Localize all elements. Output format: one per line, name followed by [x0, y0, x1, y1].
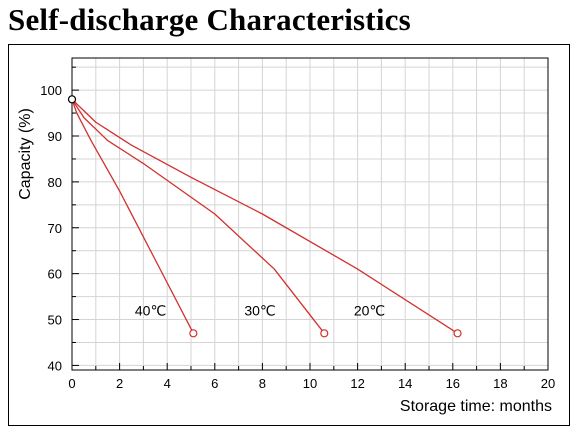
x-tick-label: 20: [541, 376, 555, 391]
series-line: [71, 99, 194, 334]
y-tick-label: 90: [48, 129, 62, 144]
x-tick-label: 14: [398, 376, 412, 391]
series-line: [71, 98, 458, 334]
x-tick-label: 10: [303, 376, 317, 391]
y-tick-label: 60: [48, 267, 62, 282]
x-axis-label: Storage time: months: [400, 398, 552, 415]
series-label: 40℃: [135, 302, 166, 318]
x-tick-label: 18: [493, 376, 507, 391]
series-lines: 40℃ 30℃ 20℃: [67, 95, 462, 338]
grid: [72, 58, 548, 370]
y-tick-label: 40: [48, 358, 62, 373]
series-label: 20℃: [354, 302, 385, 318]
series-start-marker: [67, 95, 77, 104]
x-tick-label: 6: [211, 376, 218, 391]
series-line: [71, 98, 325, 334]
x-tick-label: 16: [446, 376, 460, 391]
y-tick-label: 100: [40, 83, 62, 98]
series-end-marker: [189, 329, 198, 338]
series-end-marker: [320, 329, 329, 338]
series-end-marker: [453, 329, 462, 338]
series-label: 30℃: [244, 302, 275, 318]
y-tick-label: 70: [48, 221, 62, 236]
x-tick-label: 12: [350, 376, 364, 391]
x-tick-label: 4: [164, 376, 171, 391]
y-tick-label: 50: [48, 313, 62, 328]
x-tick-label: 8: [259, 376, 266, 391]
x-tick-label: 0: [68, 376, 75, 391]
chart-title: Self-discharge Characteristics: [8, 2, 411, 37]
axis-ticks: 0 2 4 6 8 10 12 14 16 18 20 40 50 60 70 80 90 100: [40, 66, 555, 391]
x-tick-label: 2: [116, 376, 123, 391]
y-axis-label: Capacity (%): [17, 108, 34, 200]
chart-frame: [8, 44, 570, 426]
y-tick-label: 80: [48, 175, 62, 190]
